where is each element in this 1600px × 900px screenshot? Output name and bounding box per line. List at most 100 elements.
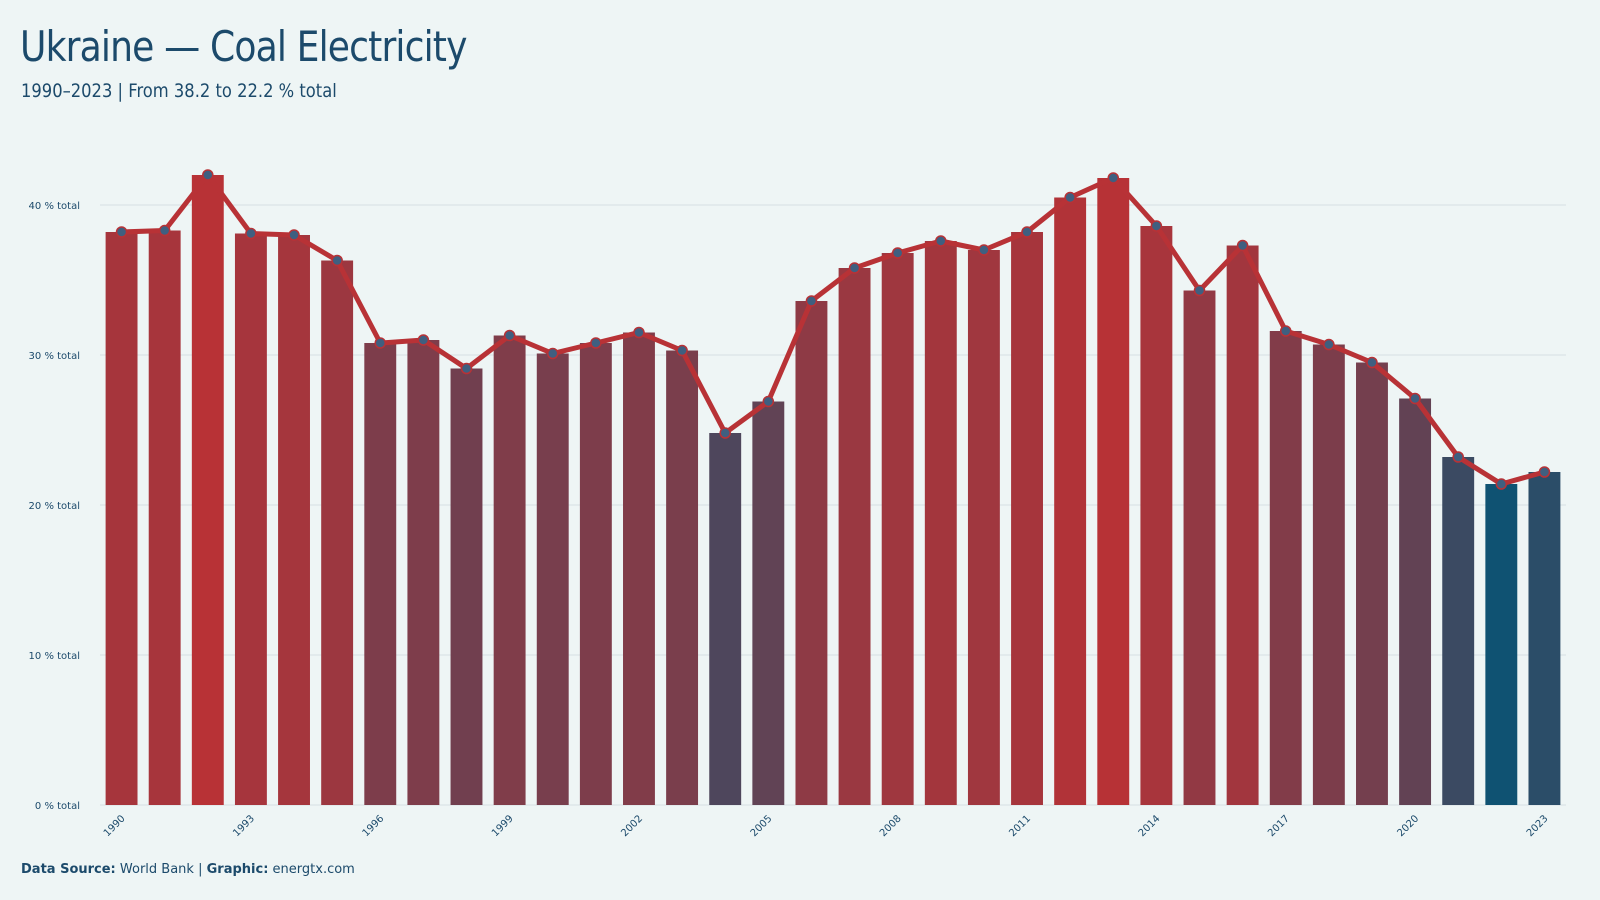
bar-2007 — [838, 268, 871, 805]
bar-1998 — [450, 368, 483, 805]
bar-1996 — [364, 343, 397, 805]
point-2009 — [935, 235, 947, 247]
x-tick-label: 2020 — [1395, 813, 1421, 839]
bar-2013 — [1097, 178, 1130, 805]
bar-2008 — [881, 253, 914, 805]
source-label: Data Source: — [21, 862, 116, 877]
bar-2002 — [623, 332, 655, 805]
point-2018 — [1323, 338, 1335, 351]
x-tick-label: 2005 — [749, 813, 775, 839]
chart-title: Ukraine — Coal Electricity — [20, 22, 467, 71]
bar-2012 — [1054, 197, 1087, 805]
bar-1994 — [278, 235, 310, 805]
x-tick-label: 2017 — [1266, 813, 1292, 839]
point-2017 — [1279, 325, 1292, 337]
y-axis-labels: 0 % total 10 % total 20 % total 30 % total 4… — [29, 201, 80, 812]
bar-2011 — [1011, 232, 1043, 805]
point-1996 — [374, 337, 387, 349]
x-tick-label: 1999 — [490, 813, 516, 839]
point-2022 — [1495, 478, 1508, 490]
graphic-value: energtx.com — [272, 862, 355, 877]
point-2014 — [1150, 220, 1163, 232]
grid-lines — [100, 204, 1566, 806]
bar-2021 — [1442, 457, 1475, 805]
bar-2004 — [709, 433, 742, 805]
point-2019 — [1366, 356, 1378, 369]
x-tick-label: 2023 — [1525, 813, 1551, 839]
trend-line — [119, 172, 1547, 487]
point-1998 — [460, 362, 473, 375]
bar-2003 — [666, 350, 699, 805]
point-1993 — [245, 227, 257, 240]
point-1990 — [115, 226, 128, 238]
bar-2018 — [1312, 344, 1345, 805]
bar-2020 — [1399, 398, 1432, 805]
point-2013 — [1107, 172, 1120, 184]
bar-1993 — [234, 233, 267, 805]
point-2023 — [1538, 466, 1551, 478]
x-tick-label: 2011 — [1007, 813, 1033, 839]
bar-2022 — [1485, 484, 1518, 805]
x-tick-label: 2014 — [1137, 813, 1163, 839]
y-tick-label: 10 % total — [29, 651, 80, 662]
footer-separator: | — [198, 862, 203, 877]
x-tick-label: 1990 — [102, 813, 128, 839]
bar-1990 — [105, 232, 138, 805]
bar-2014 — [1140, 226, 1173, 805]
point-2007 — [848, 262, 861, 274]
point-2012 — [1064, 191, 1076, 204]
point-2016 — [1236, 239, 1249, 252]
bar-2005 — [752, 401, 785, 805]
bar-1991 — [148, 230, 181, 805]
bar-2016 — [1226, 245, 1259, 805]
bar-2017 — [1269, 331, 1302, 805]
point-1997 — [417, 334, 430, 346]
x-tick-label: 1996 — [361, 813, 387, 839]
y-tick-label: 0 % total — [35, 801, 80, 812]
graphic-label: Graphic: — [206, 862, 269, 877]
bar-2001 — [579, 343, 612, 805]
bars — [105, 175, 1561, 805]
x-tick-label: 2002 — [619, 813, 645, 839]
point-2002 — [633, 326, 645, 339]
chart-subtitle: 1990–2023 | From 38.2 to 22.2 % total — [21, 80, 337, 102]
point-2010 — [978, 244, 990, 256]
source-value: World Bank — [119, 862, 194, 877]
bar-1992 — [191, 175, 224, 805]
point-1995 — [331, 254, 343, 267]
point-2001 — [590, 337, 602, 349]
bar-2009 — [924, 241, 957, 805]
point-2000 — [546, 347, 559, 360]
point-1999 — [503, 329, 516, 342]
bar-2015 — [1183, 290, 1216, 805]
y-tick-label: 30 % total — [29, 351, 80, 362]
bar-2019 — [1356, 362, 1388, 805]
point-2006 — [805, 295, 818, 307]
bar-2010 — [967, 250, 1000, 805]
x-tick-label: 2008 — [878, 813, 904, 839]
point-2011 — [1021, 226, 1033, 238]
point-1991 — [158, 224, 171, 237]
trend-points — [115, 169, 1551, 490]
point-2020 — [1409, 392, 1421, 405]
x-axis-labels: 1990 1993 1996 1999 2002 2005 2008 2011 2014 2017… — [102, 813, 1551, 839]
footer: Data Source: World Bank | Graphic: energ… — [21, 862, 355, 877]
point-1992 — [202, 169, 214, 181]
point-1994 — [288, 229, 300, 241]
point-2003 — [676, 344, 688, 357]
bar-1999 — [493, 335, 526, 805]
point-2004 — [719, 427, 731, 439]
point-2015 — [1193, 284, 1206, 297]
point-2021 — [1452, 451, 1464, 463]
x-tick-label: 1993 — [231, 813, 257, 839]
y-tick-label: 40 % total — [29, 201, 80, 212]
trend-line-path — [119, 172, 1547, 487]
y-tick-label: 20 % total — [29, 501, 80, 512]
bar-2023 — [1528, 472, 1561, 805]
point-2005 — [762, 395, 775, 408]
bar-2000 — [536, 353, 569, 805]
point-2008 — [891, 247, 904, 259]
bar-2006 — [795, 301, 828, 805]
bar-1997 — [407, 340, 440, 805]
